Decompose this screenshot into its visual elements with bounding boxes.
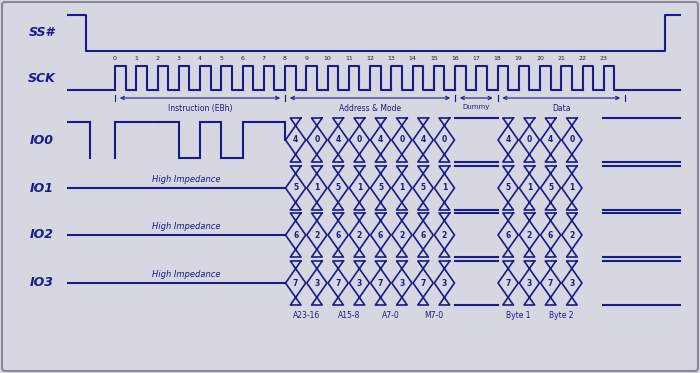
Text: Address & Mode: Address & Mode <box>339 104 401 113</box>
Text: 6: 6 <box>548 231 553 239</box>
Text: 2: 2 <box>569 231 575 239</box>
Text: 1: 1 <box>357 184 362 192</box>
Text: 0: 0 <box>569 135 575 144</box>
Text: Data: Data <box>552 104 570 113</box>
Text: 12: 12 <box>366 56 374 61</box>
Text: 6: 6 <box>378 231 384 239</box>
Text: 0: 0 <box>113 56 117 61</box>
Text: High Impedance: High Impedance <box>153 222 220 231</box>
Text: 6: 6 <box>505 231 511 239</box>
Text: IO1: IO1 <box>30 182 54 194</box>
Text: 0: 0 <box>526 135 532 144</box>
Text: 1: 1 <box>399 184 405 192</box>
Text: 7: 7 <box>505 279 511 288</box>
Text: 5: 5 <box>421 184 426 192</box>
Text: 1: 1 <box>569 184 575 192</box>
Text: 2: 2 <box>442 231 447 239</box>
Text: 17: 17 <box>473 56 480 61</box>
Text: 3: 3 <box>176 56 181 61</box>
Text: 7: 7 <box>262 56 266 61</box>
Text: High Impedance: High Impedance <box>153 270 220 279</box>
Text: 0: 0 <box>314 135 319 144</box>
Text: 13: 13 <box>387 56 395 61</box>
Text: M7-0: M7-0 <box>424 311 443 320</box>
Text: 7: 7 <box>548 279 553 288</box>
Text: 6: 6 <box>421 231 426 239</box>
Text: 2: 2 <box>357 231 362 239</box>
Text: 5: 5 <box>219 56 223 61</box>
Text: 7: 7 <box>293 279 298 288</box>
Text: SS#: SS# <box>29 26 55 40</box>
Text: 4: 4 <box>421 135 426 144</box>
Text: 3: 3 <box>569 279 575 288</box>
Text: 6: 6 <box>241 56 244 61</box>
Text: 3: 3 <box>442 279 447 288</box>
Text: 1: 1 <box>134 56 138 61</box>
Text: 7: 7 <box>378 279 384 288</box>
Text: 19: 19 <box>514 56 523 61</box>
Text: 5: 5 <box>378 184 383 192</box>
Text: 21: 21 <box>557 56 565 61</box>
Text: 0: 0 <box>357 135 362 144</box>
Text: 9: 9 <box>304 56 308 61</box>
Text: 5: 5 <box>505 184 511 192</box>
Text: 3: 3 <box>314 279 319 288</box>
Text: 3: 3 <box>357 279 362 288</box>
Text: 5: 5 <box>335 184 341 192</box>
Text: 22: 22 <box>578 56 587 61</box>
Text: 20: 20 <box>536 56 544 61</box>
Text: 5: 5 <box>293 184 298 192</box>
Text: IO2: IO2 <box>30 229 54 241</box>
Text: 0: 0 <box>399 135 405 144</box>
Text: A23-16: A23-16 <box>293 311 320 320</box>
Text: Dummy: Dummy <box>463 104 490 110</box>
Text: 2: 2 <box>399 231 405 239</box>
Text: 3: 3 <box>526 279 532 288</box>
Text: High Impedance: High Impedance <box>153 175 220 184</box>
Text: 23: 23 <box>600 56 608 61</box>
Text: 10: 10 <box>323 56 331 61</box>
Text: IO3: IO3 <box>30 276 54 289</box>
Text: 1: 1 <box>442 184 447 192</box>
Text: A15-8: A15-8 <box>337 311 360 320</box>
Text: 14: 14 <box>409 56 416 61</box>
Text: 4: 4 <box>505 135 511 144</box>
Text: Byte 1: Byte 1 <box>507 311 531 320</box>
Text: 2: 2 <box>526 231 532 239</box>
Text: 0: 0 <box>442 135 447 144</box>
Text: 3: 3 <box>399 279 405 288</box>
Text: 1: 1 <box>314 184 319 192</box>
Text: 7: 7 <box>335 279 341 288</box>
Text: 4: 4 <box>548 135 553 144</box>
Text: 2: 2 <box>155 56 160 61</box>
Text: 4: 4 <box>198 56 202 61</box>
Text: Instruction (EBh): Instruction (EBh) <box>168 104 232 113</box>
Text: 4: 4 <box>335 135 341 144</box>
Text: 5: 5 <box>548 184 553 192</box>
Text: 18: 18 <box>494 56 501 61</box>
Text: 1: 1 <box>526 184 532 192</box>
Text: SCK: SCK <box>28 72 56 85</box>
Text: IO0: IO0 <box>30 134 54 147</box>
Text: Byte 2: Byte 2 <box>549 311 573 320</box>
Text: 15: 15 <box>430 56 438 61</box>
Text: 8: 8 <box>283 56 287 61</box>
Text: 2: 2 <box>314 231 319 239</box>
Text: 4: 4 <box>293 135 298 144</box>
Text: 7: 7 <box>421 279 426 288</box>
Text: 16: 16 <box>451 56 459 61</box>
Text: 11: 11 <box>345 56 353 61</box>
Text: 6: 6 <box>293 231 298 239</box>
Text: 6: 6 <box>335 231 341 239</box>
Text: 4: 4 <box>378 135 384 144</box>
Text: A7-0: A7-0 <box>382 311 400 320</box>
